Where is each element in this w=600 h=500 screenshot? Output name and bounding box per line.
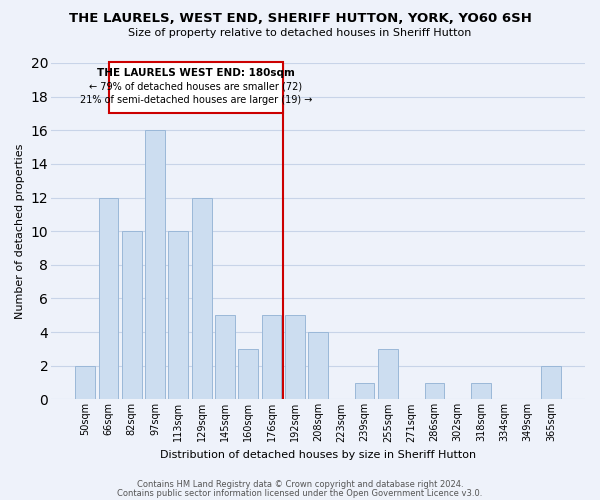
Bar (76, 366, 95, 400)
X-axis label: Distribution of detached houses by size in Sheriff Hutton: Distribution of detached houses by size … (160, 450, 476, 460)
Text: 21% of semi-detached houses are larger (19) →: 21% of semi-detached houses are larger (… (80, 95, 312, 105)
Bar (169, 231, 188, 400)
Bar (122, 231, 142, 400)
Bar (308, 332, 328, 400)
Bar (215, 316, 235, 400)
Bar (425, 382, 445, 400)
Text: Contains public sector information licensed under the Open Government Licence v3: Contains public sector information licen… (118, 488, 482, 498)
Bar (145, 130, 165, 400)
Bar (192, 198, 212, 400)
Text: THE LAURELS WEST END: 180sqm: THE LAURELS WEST END: 180sqm (97, 68, 295, 78)
Bar (541, 366, 561, 400)
Y-axis label: Number of detached properties: Number of detached properties (15, 144, 25, 319)
Bar (98, 198, 118, 400)
Bar (355, 382, 374, 400)
Bar (378, 349, 398, 400)
FancyBboxPatch shape (109, 62, 283, 112)
Bar (285, 316, 305, 400)
Bar (238, 349, 258, 400)
Text: THE LAURELS, WEST END, SHERIFF HUTTON, YORK, YO60 6SH: THE LAURELS, WEST END, SHERIFF HUTTON, Y… (68, 12, 532, 26)
Bar (262, 316, 281, 400)
Text: Contains HM Land Registry data © Crown copyright and database right 2024.: Contains HM Land Registry data © Crown c… (137, 480, 463, 489)
Bar (471, 382, 491, 400)
Text: Size of property relative to detached houses in Sheriff Hutton: Size of property relative to detached ho… (128, 28, 472, 38)
Text: ← 79% of detached houses are smaller (72): ← 79% of detached houses are smaller (72… (89, 82, 302, 92)
